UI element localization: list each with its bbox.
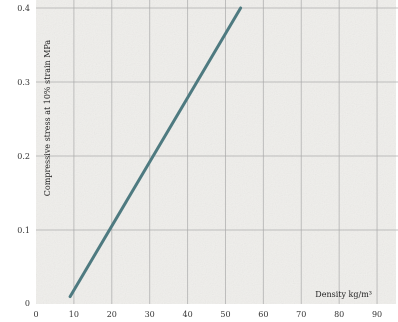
y-tick-label: 0.2 xyxy=(17,152,30,161)
x-tick-label: 50 xyxy=(220,310,230,319)
y-tick-label: 0.3 xyxy=(17,78,30,87)
plot-background xyxy=(36,0,396,304)
y-tick-label: 0 xyxy=(25,299,30,308)
x-tick-label: 20 xyxy=(107,310,117,319)
x-tick-label: 80 xyxy=(334,310,344,319)
tick-labels: 0 10 20 30 40 50 60 70 80 90 0 0.1 0.2 0.3 0.4 xyxy=(17,4,382,319)
series-layer xyxy=(68,6,243,299)
x-tick-label: 70 xyxy=(296,310,306,319)
x-tick-label: 30 xyxy=(145,310,155,319)
x-tick-label: 10 xyxy=(69,310,79,319)
grid xyxy=(36,0,398,304)
x-tick-label: 40 xyxy=(182,310,192,319)
y-tick-label: 0.1 xyxy=(17,226,30,235)
y-axis-label: Compressive stress at 10% strain MPa xyxy=(43,40,52,197)
x-tick-label: 60 xyxy=(258,310,268,319)
series-line xyxy=(68,6,243,299)
x-axis-label: Density kg/m³ xyxy=(315,290,372,299)
x-tick-label: 90 xyxy=(372,310,382,319)
y-tick-label: 0.4 xyxy=(17,4,30,13)
x-tick-label: 0 xyxy=(33,310,38,319)
